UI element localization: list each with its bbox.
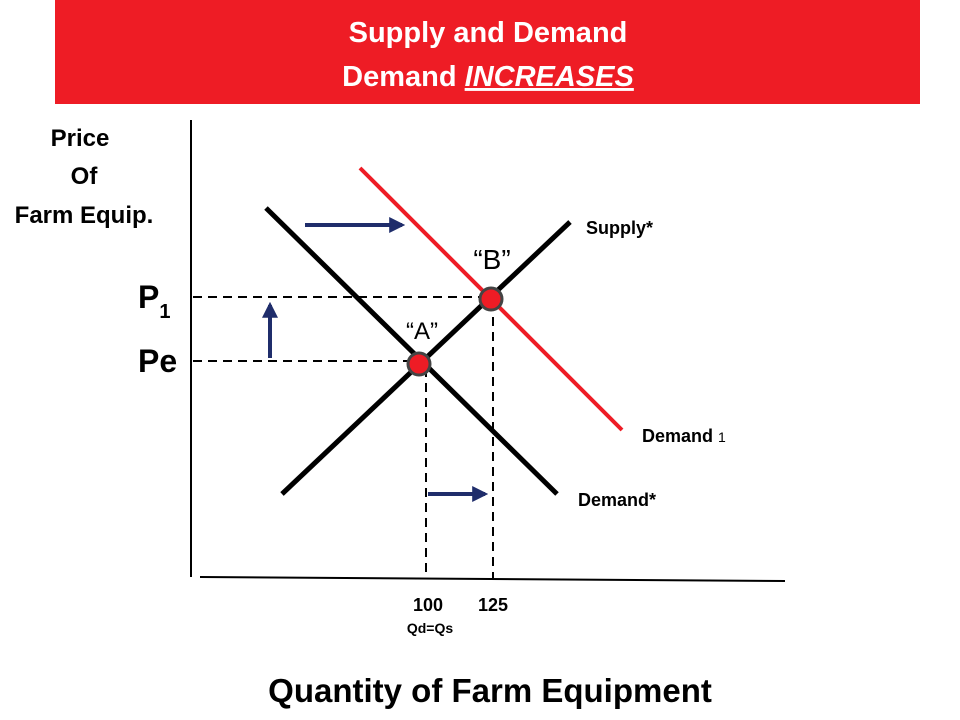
curve-label: Demand 1 <box>642 426 726 446</box>
equilibrium-point <box>478 286 504 312</box>
point-label: “B” <box>473 244 510 275</box>
header-banner <box>55 0 920 104</box>
price-label-text: P <box>138 279 159 315</box>
curve-label: Demand* <box>578 490 656 510</box>
price-label: Pe <box>138 343 177 379</box>
y-axis-label: Price <box>51 125 110 152</box>
x-axis-label: Quantity of Farm Equipment <box>268 672 712 709</box>
demand-curve <box>264 206 559 496</box>
y-axis-label: Of <box>71 163 99 190</box>
x-axis <box>199 576 786 582</box>
subtitle: Demand INCREASES <box>342 61 634 93</box>
point-label: “A” <box>406 318 438 345</box>
subtitle-prefix: Demand <box>342 61 456 93</box>
curve-label-subscript: 1 <box>718 429 726 445</box>
quantity-label: 125 <box>478 595 508 615</box>
subtitle-emphasis: INCREASES <box>465 61 635 93</box>
quantity-label: 100 <box>413 595 443 615</box>
curve-label: Supply* <box>586 218 653 238</box>
y-axis-label: Farm Equip. <box>15 202 154 229</box>
equilibrium-point <box>406 351 432 377</box>
title: Supply and Demand <box>349 17 628 49</box>
quantity-note: Qd=Qs <box>407 620 454 636</box>
price-label-subscript: 1 <box>159 301 170 323</box>
curve-label-text: Demand <box>642 426 713 446</box>
price-label: P1 <box>138 279 170 323</box>
